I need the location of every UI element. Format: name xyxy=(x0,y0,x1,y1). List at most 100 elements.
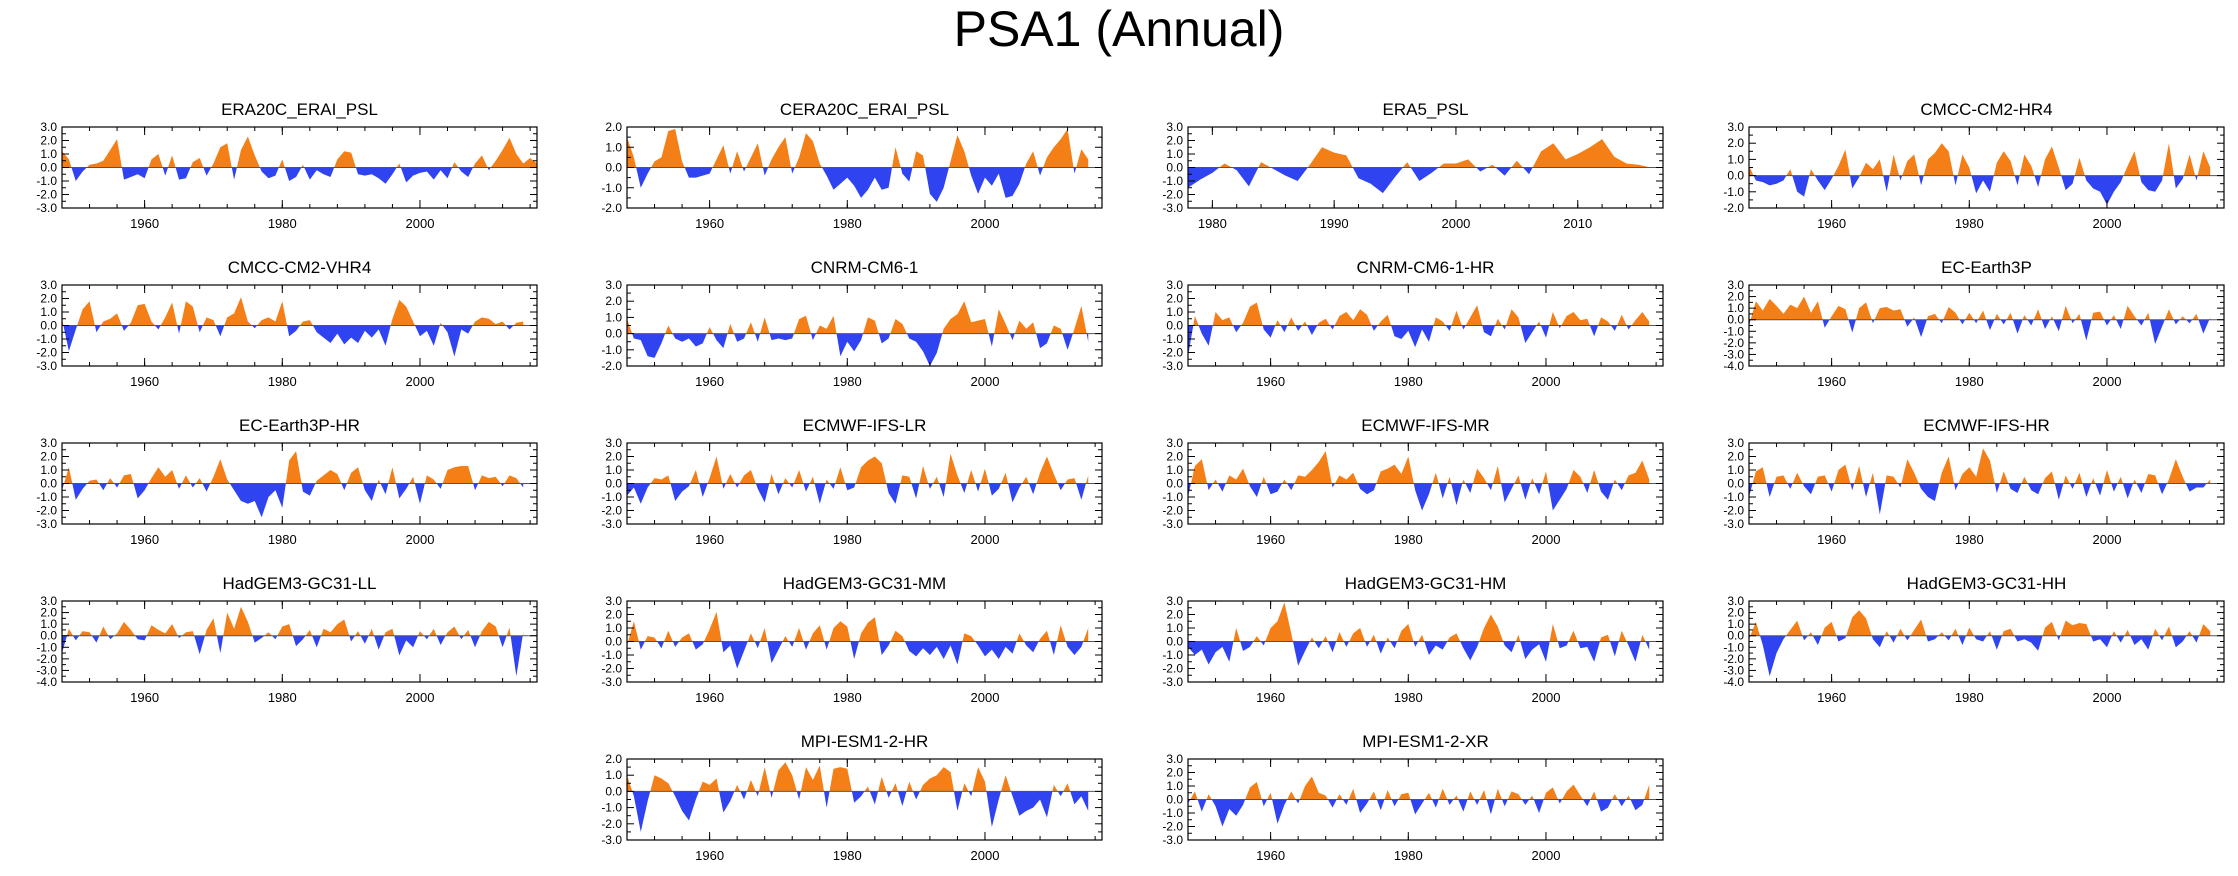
negative-anomaly-area xyxy=(500,483,505,487)
positive-anomaly-area xyxy=(1529,795,1534,800)
negative-anomaly-area xyxy=(878,333,891,344)
negative-anomaly-area xyxy=(788,641,795,647)
positive-anomaly-area xyxy=(2117,476,2123,484)
positive-anomaly-area xyxy=(1064,478,1077,484)
x-tick-label: 1980 xyxy=(1955,690,1984,705)
negative-anomaly-area xyxy=(2111,483,2118,492)
positive-anomaly-area xyxy=(1024,151,1038,168)
positive-anomaly-area xyxy=(2164,626,2172,636)
y-tick-label: -1.0 xyxy=(1723,640,1744,654)
y-tick-label: 0.0 xyxy=(1166,477,1183,491)
y-tick-label: 3.0 xyxy=(1166,278,1183,292)
negative-anomaly-area xyxy=(1792,175,1810,197)
positive-anomaly-area xyxy=(679,633,693,642)
negative-anomaly-area xyxy=(1188,325,1194,357)
positive-anomaly-area xyxy=(445,626,460,636)
positive-anomaly-area xyxy=(107,478,115,484)
x-tick-label: 1960 xyxy=(695,690,724,705)
positive-anomaly-area xyxy=(2006,312,2013,320)
positive-anomaly-area xyxy=(864,786,870,792)
y-tick-label: 1.0 xyxy=(605,463,622,477)
panel-title: ECMWF-IFS-LR xyxy=(803,416,927,435)
positive-anomaly-area xyxy=(863,317,879,334)
positive-anomaly-area xyxy=(665,325,673,334)
negative-anomaly-area xyxy=(396,483,410,499)
y-tick-label: 0.0 xyxy=(605,477,622,491)
positive-anomaly-area xyxy=(651,129,685,168)
panel-title: ERA20C_ERAI_PSL xyxy=(221,100,378,119)
y-tick-label: 0.0 xyxy=(1166,161,1183,175)
negative-anomaly-area xyxy=(1057,483,1065,491)
y-tick-label: 1.0 xyxy=(605,310,622,324)
panel-title: CMCC-CM2-VHR4 xyxy=(228,258,372,277)
panel-era20c-erai-psl: ERA20C_ERAI_PSL 3.02.01.00.0-1.0-2.0-3.0 1… xyxy=(36,100,538,231)
positive-anomaly-area xyxy=(1506,309,1521,326)
x-tick-label: 1960 xyxy=(1817,532,1846,547)
negative-anomaly-area xyxy=(632,791,651,832)
negative-anomaly-area xyxy=(1848,319,1856,333)
negative-anomaly-area xyxy=(851,791,865,803)
x-tick-label: 2000 xyxy=(2093,532,2122,547)
positive-anomaly-area xyxy=(768,137,792,168)
x-tick-label: 2000 xyxy=(1532,690,1561,705)
y-tick-label: -1.0 xyxy=(36,490,57,504)
y-tick-label: 1.0 xyxy=(1166,147,1183,161)
negative-anomaly-area xyxy=(1863,483,1870,497)
negative-anomaly-area xyxy=(2071,319,2076,324)
y-tick-label: -3.0 xyxy=(1723,663,1744,677)
negative-anomaly-area xyxy=(1028,483,1037,495)
positive-anomaly-area xyxy=(418,631,424,636)
positive-anomaly-area xyxy=(1479,614,1504,642)
positive-anomaly-area xyxy=(1829,305,1849,320)
negative-anomaly-area xyxy=(1959,319,1966,325)
positive-anomaly-area xyxy=(506,627,511,636)
y-tick-label: 2.0 xyxy=(1166,450,1183,464)
negative-anomaly-area xyxy=(796,791,801,800)
positive-anomaly-area xyxy=(463,629,471,636)
panel-hadgem3-gc31-ll: HadGEM3-GC31-LL 3.02.01.00.0-1.0-2.0-3.0-… xyxy=(36,574,538,705)
positive-anomaly-area xyxy=(1786,620,1803,636)
negative-anomaly-area xyxy=(1617,483,1625,491)
y-tick-label: -1.0 xyxy=(1162,648,1183,662)
positive-anomaly-area xyxy=(829,621,851,642)
y-tick-label: 0.0 xyxy=(40,629,57,643)
x-tick-label: 2000 xyxy=(2093,690,2122,705)
negative-anomaly-area xyxy=(1918,175,1924,186)
y-tick-label: -3.0 xyxy=(601,675,622,689)
y-tick-label: 3.0 xyxy=(1727,278,1744,292)
negative-anomaly-area xyxy=(216,635,224,654)
positive-anomaly-area xyxy=(1438,159,1477,168)
positive-anomaly-area xyxy=(1786,169,1793,176)
positive-anomaly-area xyxy=(942,301,989,334)
y-tick-label: 0.0 xyxy=(40,319,57,333)
positive-anomaly-area xyxy=(1514,475,1521,484)
negative-anomaly-area xyxy=(774,483,784,495)
y-tick-label: -1.0 xyxy=(36,640,57,654)
negative-anomaly-area xyxy=(414,325,440,346)
positive-anomaly-area xyxy=(1282,479,1287,484)
panel-title: CNRM-CM6-1 xyxy=(811,258,919,277)
panel-title: CNRM-CM6-1-HR xyxy=(1357,258,1495,277)
negative-anomaly-area xyxy=(229,483,286,518)
positive-anomaly-area xyxy=(490,137,537,168)
plot-frame xyxy=(1748,600,2225,683)
negative-anomaly-area xyxy=(836,333,864,357)
positive-anomaly-area xyxy=(424,475,437,484)
y-tick-label: 3.0 xyxy=(1166,594,1183,608)
positive-anomaly-area xyxy=(377,479,381,484)
y-tick-label: 0.0 xyxy=(1727,169,1744,183)
negative-anomaly-area xyxy=(498,635,507,648)
negative-anomaly-area xyxy=(1617,799,1626,807)
panel-cera20c-erai-psl: CERA20C_ERAI_PSL 2.0 1.0 0.0 -1.0 -2.0 1960 198… xyxy=(601,100,1103,231)
positive-anomaly-area xyxy=(627,137,637,168)
positive-anomaly-area xyxy=(2206,479,2211,484)
negative-anomaly-area xyxy=(2069,483,2075,489)
panel-ecmwf-ifs-mr: ECMWF-IFS-MR 3.02.01.00.0-1.0-2.0-3.0 1960… xyxy=(1162,416,1664,547)
figure-title: PSA1 (Annual) xyxy=(953,1,1285,57)
positive-anomaly-area xyxy=(1624,460,1650,484)
positive-anomaly-area xyxy=(1265,602,1293,642)
panel-cmcc-cm2-vhr4: CMCC-CM2-VHR4 3.02.01.00.0-1.0-2.0-3.0 196… xyxy=(36,258,538,389)
negative-anomaly-area xyxy=(1871,635,1885,648)
x-tick-label: 1980 xyxy=(268,374,297,389)
negative-anomaly-area xyxy=(2014,175,2020,186)
